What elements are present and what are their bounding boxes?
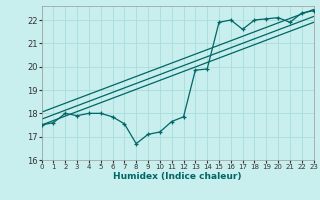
X-axis label: Humidex (Indice chaleur): Humidex (Indice chaleur) [113, 172, 242, 181]
